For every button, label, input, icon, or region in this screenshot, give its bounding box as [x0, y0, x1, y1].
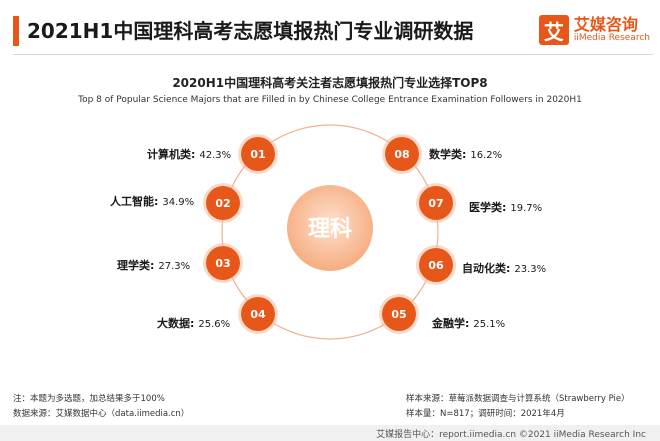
- brand-logo: 艾 艾媒咨询 iiMedia Research: [538, 12, 650, 48]
- logo-mark: 艾: [538, 15, 569, 45]
- bubble-rank-08: 08: [394, 148, 409, 161]
- footer-bar-text: 艾媒报告中心：report.iimedia.cn ©2021 iiMedia R…: [376, 430, 646, 440]
- major-label-02: 人工智能: 34.9%: [110, 194, 194, 208]
- bubble-05: [382, 297, 416, 331]
- footer-source: 数据来源：艾媒数据中心（data.iimedia.cn）: [13, 409, 190, 419]
- bubble-08: [385, 137, 419, 171]
- major-label-01: 计算机类: 42.3%: [147, 147, 231, 161]
- logo-name-cn: 艾媒咨询: [573, 14, 638, 34]
- logo-text: 艾媒咨询 iiMedia Research: [573, 14, 650, 43]
- bubble-rank-04: 04: [250, 308, 266, 321]
- bubble-06: [419, 248, 453, 282]
- bubble-rank-07: 07: [428, 197, 443, 210]
- bubble-04: [241, 297, 275, 331]
- major-label-07: 医学类: 19.7%: [469, 200, 542, 214]
- major-label-06: 自动化类: 23.3%: [462, 261, 546, 275]
- center-circle: [287, 185, 373, 271]
- center-label: 理科: [308, 217, 352, 242]
- major-label-08: 数学类: 16.2%: [429, 147, 502, 161]
- major-label-03: 理学类: 27.3%: [117, 258, 190, 272]
- orbit-ring: [221, 124, 439, 340]
- bubble-01: [241, 137, 275, 171]
- footer-sample-info: 样本量：N=817；调研时间：2021年4月: [406, 409, 565, 419]
- logo-name-en: iiMedia Research: [573, 32, 650, 43]
- footer-note: 注：本题为多选题，加总结果多于100%: [13, 394, 165, 404]
- major-label-04: 大数据: 25.6%: [157, 316, 230, 330]
- bubble-rank-03: 03: [215, 257, 230, 270]
- title-accent-bar: [13, 16, 19, 46]
- chart-subtitle: Top 8 of Popular Science Majors that are…: [78, 95, 582, 105]
- chart-title: 2020H1中国理科高考关注者志愿填报热门专业选择TOP8: [172, 76, 488, 90]
- bubble-rank-02: 02: [215, 197, 230, 210]
- bubble-rank-06: 06: [428, 259, 444, 272]
- page-title: 2021H1中国理科高考志愿填报热门专业调研数据: [27, 19, 474, 43]
- bubble-02: [206, 186, 240, 220]
- major-label-05: 金融学: 25.1%: [431, 316, 505, 330]
- bubble-03: [206, 246, 240, 280]
- bubble-rank-05: 05: [391, 308, 406, 321]
- footer-bar: 艾媒报告中心：report.iimedia.cn ©2021 iiMedia R…: [0, 425, 660, 441]
- bubble-07: [419, 186, 453, 220]
- header-divider: [13, 54, 653, 55]
- bubble-rank-01: 01: [250, 148, 265, 161]
- header: 2021H1中国理科高考志愿填报热门专业调研数据 艾 艾媒咨询 iiMedia …: [0, 0, 660, 58]
- footer-sample-source: 样本来源：草莓派数据调查与计算系统（Strawberry Pie）: [406, 394, 630, 404]
